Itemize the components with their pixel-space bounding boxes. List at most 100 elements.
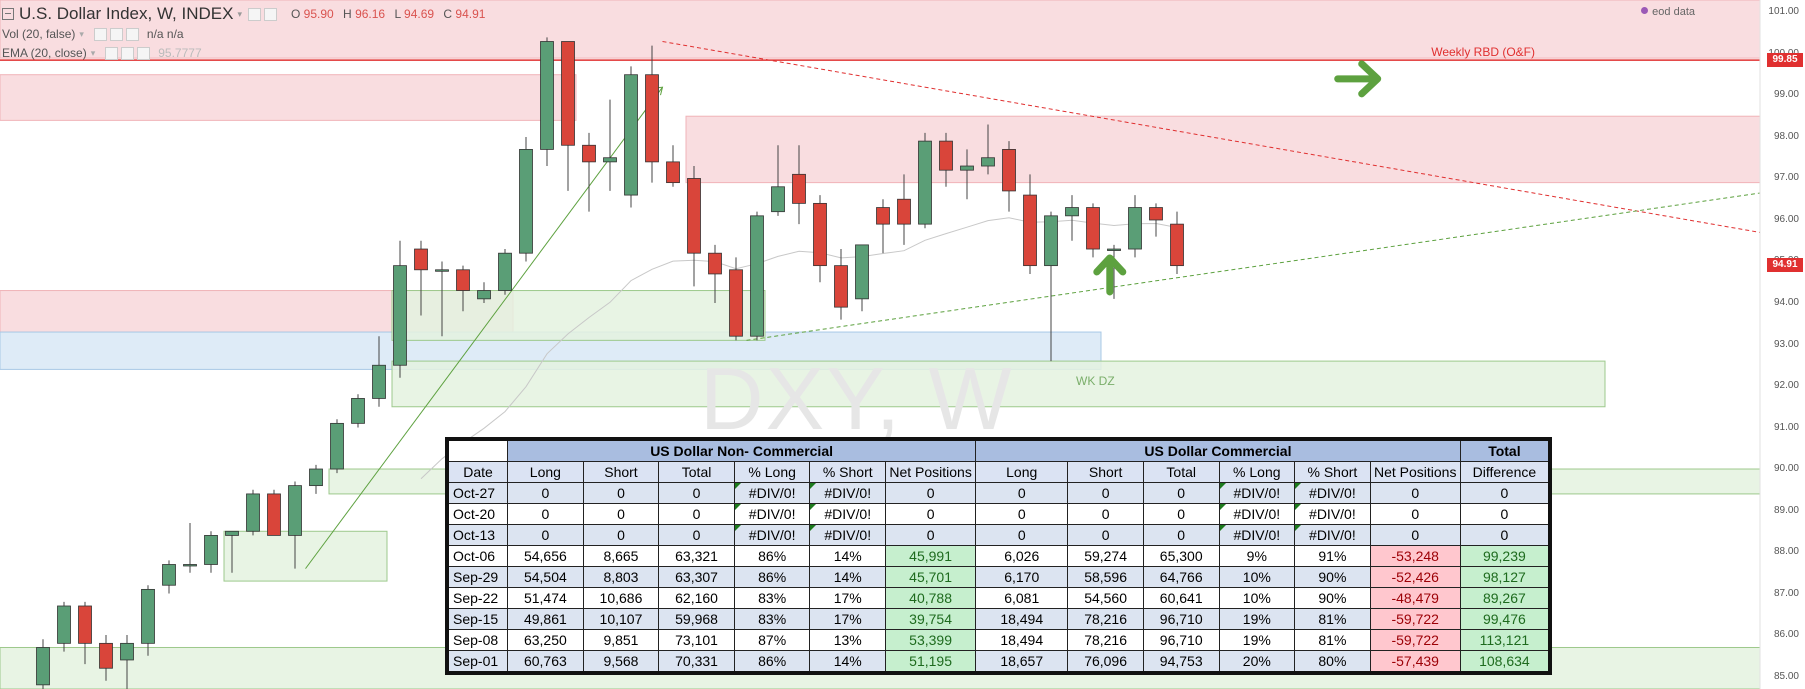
table-cell: -57,439 [1369,650,1461,674]
bear-candle [834,265,848,308]
trend-line [305,86,663,569]
bull-candle [1107,248,1121,251]
symbol-title[interactable]: U.S. Dollar Index, W, INDEX [19,4,234,23]
price-tick-label: 87.00 [1773,587,1799,599]
table-cell: 0 [1142,524,1220,546]
table-cell: 0 [1142,482,1220,504]
table-cell: 65,300 [1142,545,1220,567]
collapse-icon[interactable] [2,8,14,20]
table-cell: 76,096 [1067,650,1144,674]
table-cell: #DIV/0! [1294,503,1371,525]
eye-icon[interactable] [247,7,261,21]
table-cell: 17% [809,587,887,609]
settings-icon[interactable] [263,7,277,21]
eye-icon[interactable] [105,46,119,60]
table-cell: 0 [1369,524,1461,546]
column-header: % Short [1294,461,1371,483]
table-cell: 0 [582,482,660,504]
column-header: % Long [1218,461,1296,483]
volume-indicator-label[interactable]: Vol (20, false) [2,27,76,41]
data-source-label: eod data [1641,6,1695,18]
commercial-group-header: US Dollar Commercial [975,438,1461,462]
bear-candle [792,173,806,204]
table-cell: 83% [733,608,811,630]
trend-line [662,41,1761,233]
table-cell: -53,248 [1369,545,1461,567]
table-cell: 14% [809,650,887,674]
chevron-down-icon[interactable]: ▾ [237,8,242,19]
bear-candle [876,207,890,225]
table-cell: 108,634 [1459,650,1551,674]
rbd-price-flag: 99.85 [1767,53,1803,68]
open-value: 95.90 [303,7,334,21]
table-cell: 45,701 [885,566,977,588]
table-cell: 0 [582,503,660,525]
table-cell: 51,474 [507,587,584,609]
table-cell: 18,657 [975,650,1069,674]
table-cell: 0 [1459,524,1551,546]
symbol-row: U.S. Dollar Index, W, INDEX ▾ O 95.90 H … [2,4,485,24]
table-cell: 86% [733,566,811,588]
table-cell: #DIV/0! [1218,482,1296,504]
chevron-down-icon[interactable]: ▾ [90,47,96,58]
bull-candle [1128,207,1142,250]
column-header: Difference [1459,461,1551,483]
volume-indicator-row[interactable]: Vol (20, false) ▾ n/a n/a [2,27,184,41]
bear-candle [561,41,575,146]
table-cell: #DIV/0! [809,503,887,525]
table-cell: 60,641 [1142,587,1220,609]
bear-candle [813,202,827,267]
table-cell: 0 [1369,482,1461,504]
close-icon[interactable] [125,27,139,41]
bull-candle [246,493,260,532]
ema-indicator-row[interactable]: EMA (20, close) ▾ 95.7777 [2,46,202,60]
table-cell: 63,321 [658,545,735,567]
column-header: Short [1067,461,1144,483]
eye-icon[interactable] [93,27,107,41]
bear-candle [666,161,680,184]
table-cell: 64,766 [1142,566,1220,588]
chevron-down-icon[interactable]: ▾ [79,28,84,39]
table-cell: #DIV/0! [1218,503,1296,525]
arrow-up-icon [1093,254,1127,296]
table-cell: 9% [1218,545,1296,567]
ema-indicator-label[interactable]: EMA (20, close) [2,46,87,60]
table-cell: Oct-20 [446,503,509,525]
bear-candle [99,642,113,669]
low-value: 94.69 [404,7,435,21]
bear-candle [414,248,428,271]
table-cell: Oct-27 [446,482,509,504]
high-value: 96.16 [355,7,386,21]
table-cell: 20% [1218,650,1296,674]
table-cell: #DIV/0! [1294,524,1371,546]
table-cell: 59,274 [1067,545,1144,567]
bear-candle [729,269,743,337]
bull-candle [120,642,134,661]
table-cell: 70,331 [658,650,735,674]
bull-candle [540,41,554,150]
bull-candle [603,157,617,163]
bear-candle [267,493,281,536]
table-cell: 8,665 [582,545,660,567]
table-row: Sep-22 51,474 10,686 62,160 83% 17% 40,788 6,08… [446,587,1551,609]
table-cell: 86% [733,545,811,567]
table-cell: 10,686 [582,587,660,609]
settings-icon[interactable] [121,46,135,60]
table-cell: 78,216 [1067,629,1144,651]
table-cell: 0 [975,482,1069,504]
table-row: Sep-15 49,861 10,107 59,968 83% 17% 39,754 18,4… [446,608,1551,630]
table-cell: 60,763 [507,650,584,674]
table-cell: 6,170 [975,566,1069,588]
table-cell: 54,504 [507,566,584,588]
symbol-watermark: DXY, W [700,349,1014,448]
table-cell: 10% [1218,587,1296,609]
table-cell: 0 [975,524,1069,546]
table-cell: #DIV/0! [733,503,811,525]
settings-icon[interactable] [109,27,123,41]
volume-tools [93,27,139,41]
demand-zone [223,530,388,582]
price-tick-label: 97.00 [1773,172,1799,184]
close-icon[interactable] [137,46,151,60]
price-tick-label: 101.00 [1768,6,1799,18]
table-cell: 87% [733,629,811,651]
